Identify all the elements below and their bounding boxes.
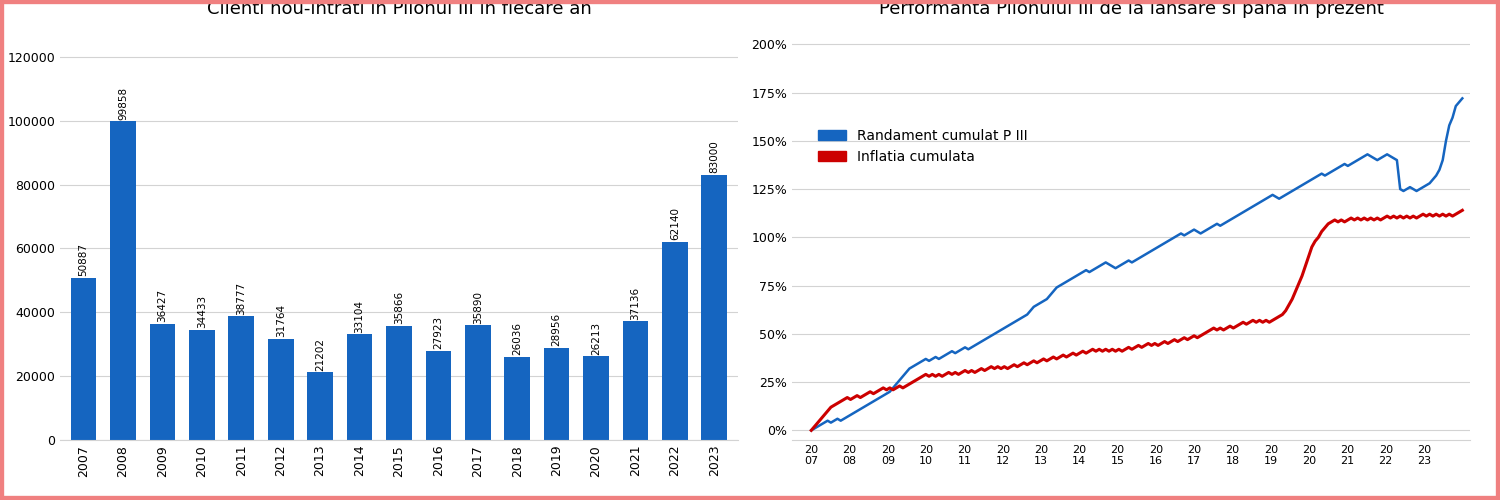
Title: Performanta Pilonului III de la lansare si pana in prezent: Performanta Pilonului III de la lansare … [879,0,1383,18]
Bar [544,348,570,440]
Bar [662,242,687,440]
Text: 37136: 37136 [630,286,640,320]
Text: 21202: 21202 [315,338,326,370]
Text: 31764: 31764 [276,304,285,337]
Text: 35866: 35866 [394,291,404,324]
Bar [228,316,254,440]
Bar [426,351,451,440]
Bar [346,334,372,440]
Title: Clienti nou-intrati in Pilonul III in fiecare an: Clienti nou-intrati in Pilonul III in fi… [207,0,591,18]
Text: 36427: 36427 [158,289,168,322]
Bar [504,357,530,440]
Text: 35890: 35890 [472,291,483,324]
Text: 62140: 62140 [670,207,680,240]
Bar [386,326,412,440]
Bar [70,278,96,440]
Bar [189,330,214,440]
Bar [622,322,648,440]
Text: 83000: 83000 [710,140,718,173]
Bar [584,356,609,440]
Text: 34433: 34433 [196,296,207,328]
Text: 26213: 26213 [591,322,602,354]
Text: 28956: 28956 [552,313,561,346]
Text: 99858: 99858 [118,86,128,120]
Bar [111,121,136,440]
Legend: Randament cumulat P III, Inflatia cumulata: Randament cumulat P III, Inflatia cumula… [813,123,1033,170]
Text: 38777: 38777 [237,282,246,314]
Text: 33104: 33104 [354,300,364,332]
Text: 27923: 27923 [433,316,444,350]
Bar [465,326,490,440]
Text: 50887: 50887 [78,243,88,276]
Bar [150,324,176,440]
Text: 26036: 26036 [512,322,522,356]
Bar [702,175,727,440]
Bar [308,372,333,440]
Bar [268,338,294,440]
